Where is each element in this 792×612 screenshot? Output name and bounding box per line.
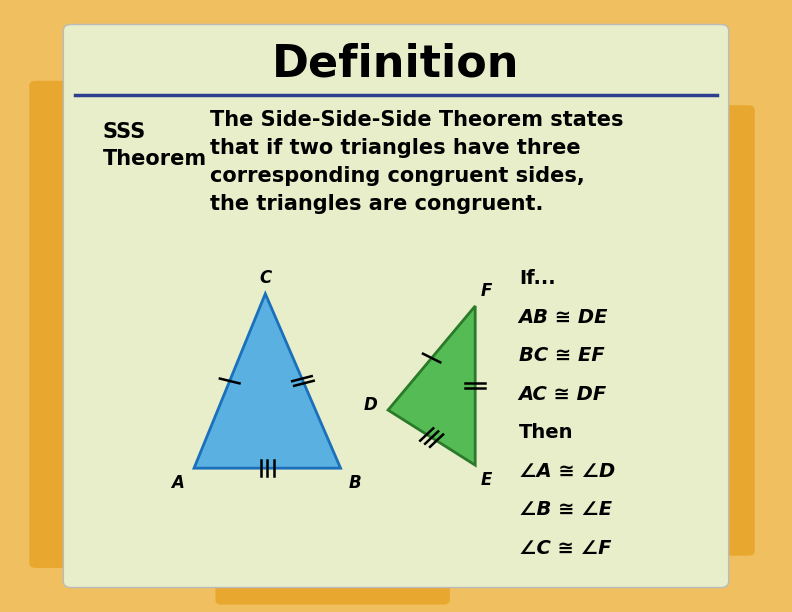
Text: AB ≅ DE: AB ≅ DE [519,307,608,327]
Text: If...: If... [519,269,555,288]
Text: SSS
Theorem: SSS Theorem [103,122,207,169]
FancyBboxPatch shape [29,81,101,568]
FancyBboxPatch shape [215,540,450,605]
Polygon shape [388,306,475,465]
Text: Definition: Definition [272,43,520,86]
Text: ∠B ≅ ∠E: ∠B ≅ ∠E [519,500,612,520]
Text: F: F [481,282,492,300]
Text: A: A [171,474,184,493]
Text: C: C [259,269,272,288]
Text: ∠A ≅ ∠D: ∠A ≅ ∠D [519,461,615,481]
FancyBboxPatch shape [63,24,729,588]
Text: AC ≅ DF: AC ≅ DF [519,384,607,404]
Text: BC ≅ EF: BC ≅ EF [519,346,604,365]
Text: E: E [481,471,492,490]
Text: The Side-Side-Side Theorem states
that if two triangles have three
corresponding: The Side-Side-Side Theorem states that i… [210,110,623,214]
Text: Then: Then [519,423,573,442]
Text: D: D [364,396,378,414]
Polygon shape [194,294,341,468]
Text: ∠C ≅ ∠F: ∠C ≅ ∠F [519,539,611,558]
FancyBboxPatch shape [687,105,755,556]
Text: B: B [348,474,361,493]
